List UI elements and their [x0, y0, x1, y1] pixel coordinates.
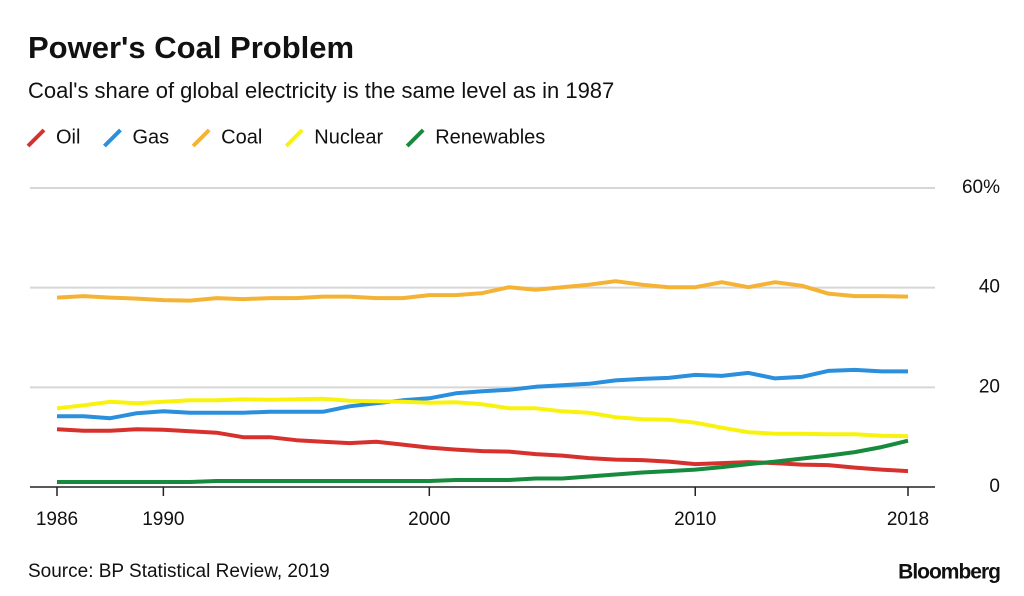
x-tick-label: 2010	[674, 509, 716, 530]
legend-label: Nuclear	[314, 126, 383, 148]
y-tick-label: 20	[979, 376, 1000, 397]
chart-subtitle: Coal's share of global electricity is th…	[28, 78, 614, 103]
legend-swatch	[284, 128, 304, 148]
brand: Bloomberg	[898, 561, 1000, 584]
series-line	[56, 396, 909, 439]
series-line	[57, 367, 908, 421]
legend-swatch	[103, 128, 122, 148]
y-tick-label: 0	[989, 476, 1000, 497]
y-tick-label: 60%	[962, 177, 1000, 198]
series-line	[56, 279, 909, 303]
legend-label: Coal	[221, 126, 262, 148]
legend-label: Renewables	[435, 126, 545, 148]
x-tick-label: 1986	[36, 509, 78, 530]
y-tick-label: 40	[979, 277, 1000, 298]
legend-swatch	[405, 128, 425, 148]
x-tick-label: 2000	[408, 509, 450, 530]
series-line	[57, 438, 909, 484]
chart-title: Power's Coal Problem	[28, 30, 354, 65]
x-tick-label: 2018	[887, 509, 929, 530]
source: Source: BP Statistical Review, 2019	[28, 561, 330, 582]
legend-label: Gas	[132, 126, 169, 148]
legend-swatch	[26, 128, 46, 148]
legend-swatch	[191, 128, 211, 148]
legend-label: Oil	[56, 126, 80, 148]
x-tick-label: 1990	[142, 509, 184, 530]
